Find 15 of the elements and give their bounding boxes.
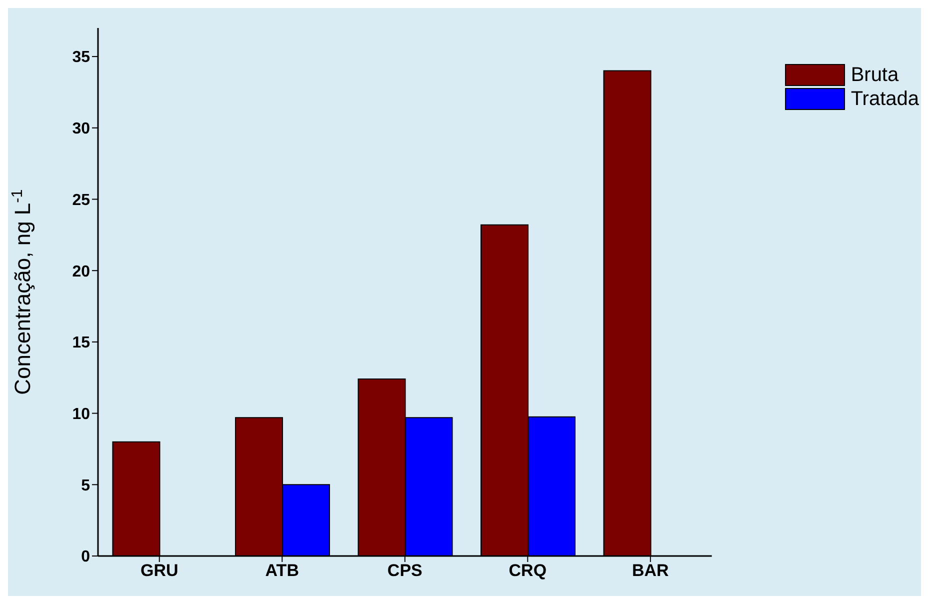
y-tick-label: 15 [72,334,90,352]
y-tick-label: 5 [81,477,90,494]
x-tick-label: CPS [387,561,422,580]
y-tick-label: 10 [72,406,90,423]
x-tick-label: BAR [632,561,669,580]
y-tick-label: 0 [81,548,90,566]
x-tick-label: ATB [265,561,299,580]
x-tick-label: GRU [140,561,178,580]
legend-label: Bruta [850,64,899,86]
y-tick-label: 30 [72,120,90,138]
y-tick-label: 25 [72,192,90,209]
x-tick-label: CRQ [508,561,547,580]
y-tick-label: 35 [72,49,90,66]
y-tick-label: 20 [72,263,90,280]
legend-label: Tratada [850,88,919,110]
